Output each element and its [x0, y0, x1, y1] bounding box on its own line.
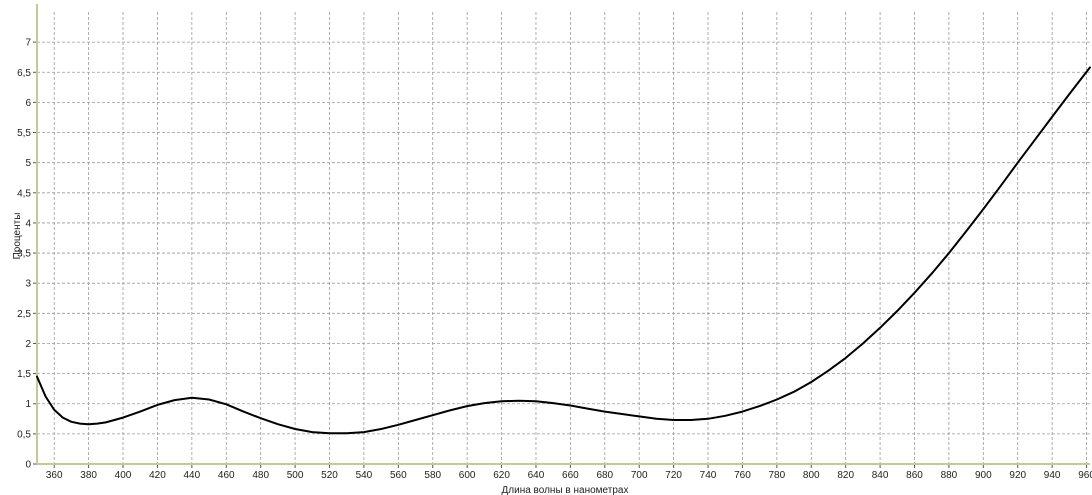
y-tick-label: 6,5 [17, 68, 31, 79]
x-tick-label: 480 [252, 470, 269, 481]
x-tick-label: 440 [184, 470, 201, 481]
x-tick-label: 940 [1044, 470, 1061, 481]
x-tick-label: 720 [665, 470, 682, 481]
x-tick-label: 700 [631, 470, 648, 481]
y-tick-label: 0,5 [17, 429, 31, 440]
axes [33, 4, 1090, 468]
x-tick-label: 760 [734, 470, 751, 481]
series-line [36, 66, 1091, 435]
y-axis-title: Проценты [12, 213, 23, 260]
y-tick-label: 6 [25, 98, 31, 109]
x-tick-label: 660 [562, 470, 579, 481]
x-tick-label: 800 [803, 470, 820, 481]
x-tick-label: 500 [287, 470, 304, 481]
x-tick-label: 740 [700, 470, 717, 481]
x-tick-label: 620 [493, 470, 510, 481]
y-tick-label: 4,5 [17, 188, 31, 199]
y-tick-label: 4 [25, 218, 31, 229]
tick-labels: 360 380 400 420 440 460 480 500 520 540 560 580 600 6… [17, 38, 1092, 481]
y-tick-label: 7 [25, 38, 31, 49]
y-tick-label: 1,5 [17, 369, 31, 380]
x-tick-label: 400 [115, 470, 132, 481]
x-tick-label: 380 [80, 470, 97, 481]
x-tick-label: 880 [941, 470, 958, 481]
y-tick-label: 1 [25, 399, 31, 410]
y-tick-label: 3 [25, 279, 31, 290]
x-tick-label: 900 [975, 470, 992, 481]
y-tick-label: 2 [25, 339, 31, 350]
x-tick-label: 540 [356, 470, 373, 481]
x-tick-label: 680 [596, 470, 613, 481]
x-tick-label: 460 [218, 470, 235, 481]
x-tick-label: 820 [837, 470, 854, 481]
grid [37, 12, 1090, 465]
x-tick-label: 560 [390, 470, 407, 481]
y-tick-label: 3,5 [17, 249, 31, 260]
x-tick-label: 520 [321, 470, 338, 481]
x-tick-label: 860 [906, 470, 923, 481]
y-tick-label: 5 [25, 158, 31, 169]
y-tick-label: 0 [25, 460, 31, 471]
x-tick-label: 920 [1009, 470, 1026, 481]
x-axis-title: Длина волны в нанометрах [502, 485, 629, 495]
x-tick-label: 960 [1078, 470, 1092, 481]
x-tick-label: 600 [459, 470, 476, 481]
x-tick-label: 640 [528, 470, 545, 481]
x-tick-label: 780 [769, 470, 786, 481]
y-tick-label: 2,5 [17, 309, 31, 320]
y-tick-label: 5,5 [17, 128, 31, 139]
x-tick-label: 420 [149, 470, 166, 481]
series [36, 66, 1091, 435]
x-tick-label: 580 [424, 470, 441, 481]
x-tick-label: 840 [872, 470, 889, 481]
x-tick-label: 360 [46, 470, 63, 481]
